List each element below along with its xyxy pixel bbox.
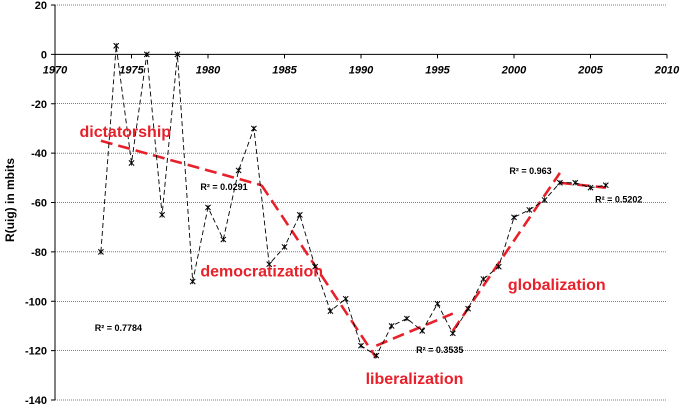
data-point (587, 184, 594, 191)
x-tick-label: 2010 (654, 64, 680, 76)
data-point (419, 327, 426, 334)
data-point (159, 211, 166, 218)
x-tick-label: 1975 (119, 64, 144, 76)
data-point (388, 322, 395, 329)
trend-line (451, 172, 561, 332)
y-tick-label: -40 (31, 148, 47, 160)
x-tick-label: 2005 (577, 64, 603, 76)
data-point (572, 179, 579, 186)
data-point (358, 342, 364, 349)
data-point (495, 263, 502, 270)
data-point (250, 125, 257, 132)
x-tick-label: 1990 (349, 64, 374, 76)
y-tick-label: 20 (35, 0, 47, 12)
series-line (100, 45, 606, 357)
phase-labels: dictatorship democratization liberalizatio… (79, 124, 605, 388)
r-squared-label: R² = 0.0291 (200, 182, 247, 192)
data-point (266, 261, 273, 268)
data-point (235, 167, 242, 174)
data-point (189, 278, 196, 285)
data-point (342, 295, 349, 302)
data-point (526, 206, 533, 213)
data-point (403, 315, 410, 322)
trend-line (375, 312, 454, 347)
x-tick-label: 1980 (196, 64, 221, 76)
data-point (97, 248, 104, 255)
y-axis-label: R(uig) in mbits (3, 158, 17, 242)
y-tick-label: 0 (41, 49, 47, 61)
y-tick-label: -120 (25, 346, 47, 358)
y-tick-label: -60 (31, 198, 47, 210)
phase-label: globalization (508, 277, 606, 294)
x-tick-label: 1985 (272, 64, 297, 76)
data-point (296, 211, 303, 218)
data-point (465, 305, 472, 312)
r-squared-label: R² = 0.5202 (595, 195, 642, 205)
r-squared-label: R² = 0.7784 (95, 323, 142, 333)
data-point (434, 300, 441, 307)
data-point (556, 179, 563, 186)
data-point (602, 182, 609, 189)
data-point (128, 160, 135, 166)
phase-label: democratization (200, 264, 323, 281)
y-tick-label: -140 (25, 395, 47, 405)
data-point (174, 51, 181, 58)
r-squared-label: R² = 0.963 (509, 166, 551, 176)
data-point (205, 204, 211, 211)
y-tick-label: -20 (31, 99, 47, 111)
y-tick-labels: 20 0 -20 -40 -60 -80 -100 -120 -140 (25, 0, 47, 405)
data-point (480, 276, 487, 282)
data-point (113, 42, 120, 49)
data-point (220, 236, 227, 243)
data-point (281, 243, 288, 250)
data-point (541, 197, 548, 203)
r-squared-label: R² = 0.3535 (416, 345, 463, 355)
data-point (143, 51, 150, 58)
data-point (511, 214, 517, 221)
gridlines (55, 4, 667, 401)
y-tick-label: -80 (31, 247, 47, 259)
y-tick-label: -100 (25, 296, 47, 308)
data-point (449, 330, 456, 337)
x-tick-label: 2000 (501, 64, 527, 76)
data-series (97, 42, 609, 359)
phase-label: dictatorship (79, 124, 171, 141)
phase-label: liberalization (366, 371, 464, 388)
trend-line (100, 139, 262, 187)
data-point (373, 352, 380, 359)
x-tick-label: 1970 (43, 64, 68, 76)
data-point (327, 308, 334, 315)
x-tick-labels: 1970 1975 1980 1985 1990 1995 2000 2005 2010 (43, 64, 680, 76)
x-tick-label: 1995 (425, 64, 450, 76)
r-squared-labels: R² = 0.0291 R² = 0.7784 R² = 0.3535 R² = 0.… (95, 166, 643, 355)
data-point (312, 263, 319, 270)
axes (51, 4, 668, 401)
trend-line (260, 184, 378, 359)
